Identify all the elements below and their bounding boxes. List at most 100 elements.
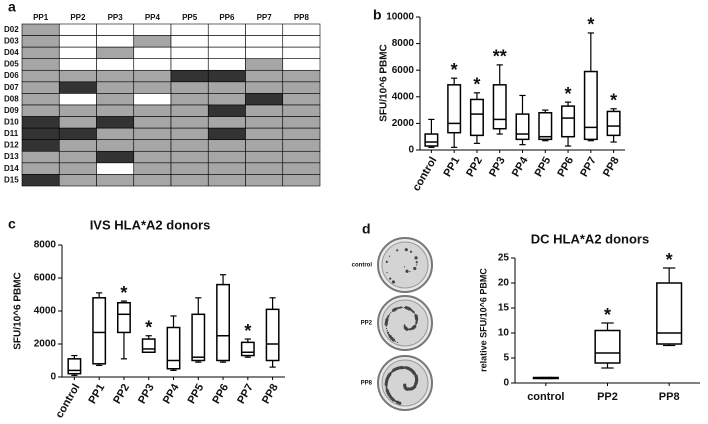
cell — [21, 46, 60, 60]
panel-letter: b — [373, 7, 382, 23]
spot — [403, 383, 407, 387]
cell — [133, 46, 172, 60]
cell — [170, 93, 209, 106]
spot — [391, 310, 393, 312]
x-tick-label: PP8 — [659, 391, 680, 403]
cell — [207, 81, 246, 94]
cell — [21, 127, 60, 141]
y-tick-label: 0 — [50, 372, 56, 383]
column-label: PP1 — [33, 13, 49, 22]
y-tick-label: 2000 — [34, 339, 57, 350]
spot — [414, 313, 416, 316]
cell — [207, 23, 246, 36]
spot — [407, 307, 412, 311]
box — [265, 308, 280, 362]
row-label: D03 — [4, 36, 19, 45]
cell — [58, 174, 97, 187]
spot — [385, 318, 389, 322]
spot — [413, 312, 416, 314]
cell — [96, 46, 135, 60]
cell — [96, 23, 135, 36]
spot — [385, 383, 388, 386]
spot — [412, 371, 416, 375]
spot — [412, 386, 415, 389]
cell — [21, 162, 60, 175]
cell — [207, 69, 246, 83]
y-tick-label: 0 — [503, 378, 509, 389]
spot — [389, 277, 392, 280]
cell — [282, 139, 321, 152]
cell — [207, 104, 246, 117]
cell — [133, 23, 172, 36]
cell — [96, 174, 135, 187]
plate-label: PP2 — [361, 321, 373, 327]
y-tick-label: 2000 — [392, 118, 415, 129]
spot — [394, 368, 397, 370]
spot — [415, 317, 419, 321]
y-tick-label: 25 — [498, 253, 510, 264]
cell — [133, 93, 172, 106]
cell — [58, 58, 97, 71]
spot — [415, 261, 418, 264]
cell — [133, 104, 172, 117]
cell — [133, 162, 172, 175]
significance: * — [473, 75, 480, 95]
y-tick-label: 10 — [498, 328, 510, 339]
spot — [403, 326, 408, 330]
cell — [282, 174, 321, 187]
cell — [96, 127, 135, 141]
significance: * — [244, 321, 251, 341]
box — [594, 329, 621, 364]
column-label: PP3 — [108, 13, 124, 22]
cell — [96, 69, 135, 83]
box — [469, 98, 484, 137]
cell — [21, 93, 60, 106]
cell — [96, 116, 135, 129]
cell — [58, 46, 97, 60]
spot — [399, 306, 403, 309]
box — [538, 112, 553, 141]
spot — [404, 386, 406, 388]
spot — [391, 370, 394, 373]
spot — [405, 307, 407, 309]
spot — [415, 321, 418, 325]
x-tick-label: PP1 — [86, 382, 107, 406]
cell — [207, 93, 246, 106]
x-tick-label: PP2 — [111, 382, 132, 406]
x-tick-label: PP1 — [441, 155, 462, 179]
x-tick-label: PP2 — [464, 155, 485, 179]
spot — [411, 326, 415, 330]
panel-letter: c — [8, 216, 16, 232]
x-tick-label: PP4 — [510, 154, 531, 179]
cell — [58, 127, 97, 141]
chart-title: IVS HLA*A2 donors — [90, 217, 211, 232]
cell — [170, 35, 209, 48]
y-tick-label: 10000 — [386, 12, 414, 23]
cell — [58, 35, 97, 48]
x-tick-label: PP2 — [597, 391, 618, 403]
spot — [391, 397, 393, 399]
box — [492, 84, 507, 130]
spot — [388, 394, 390, 396]
cell — [282, 93, 321, 106]
spot — [414, 324, 416, 326]
cell — [245, 81, 284, 94]
spot — [394, 400, 397, 403]
cell — [170, 23, 209, 36]
plate-label: PP8 — [361, 381, 373, 387]
row-label: D15 — [4, 175, 19, 184]
spot — [404, 248, 408, 252]
x-tick-label: PP3 — [136, 382, 157, 406]
x-tick-label: PP7 — [578, 155, 599, 179]
plate-label: control — [352, 263, 373, 269]
box — [141, 338, 156, 353]
cell — [21, 150, 60, 164]
spot — [393, 307, 398, 311]
row-label: D13 — [4, 152, 19, 161]
box — [240, 341, 255, 357]
spot — [409, 270, 411, 273]
y-tick-label: 4000 — [34, 306, 57, 317]
box — [191, 313, 206, 362]
spot — [407, 387, 411, 391]
spot — [404, 385, 406, 387]
